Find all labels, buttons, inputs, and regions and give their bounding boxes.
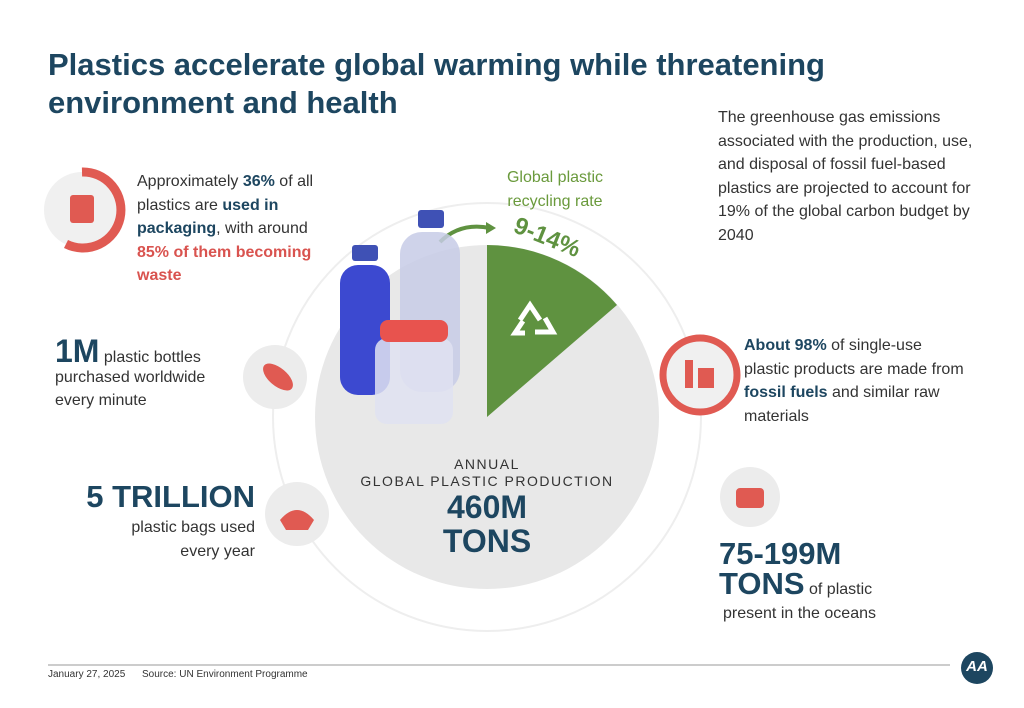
- production-value: 460M: [446, 489, 528, 525]
- recycle-icon: [510, 300, 558, 336]
- bags-block: 5 TRILLION plastic bags used every year: [40, 478, 255, 563]
- bottles-amount: 1M: [55, 333, 100, 369]
- arrow-head: [486, 222, 496, 234]
- production-label: ANNUAL GLOBAL PLASTIC PRODUCTION: [337, 456, 637, 490]
- emissions-text: The greenhouse gas emissions associated …: [718, 109, 973, 244]
- footer-date: January 27, 2025: [48, 669, 126, 680]
- bottles-block: 1M plastic bottles purchased worldwide e…: [55, 335, 235, 413]
- fossil-icon: [659, 334, 741, 416]
- text-segment: Approximately: [137, 173, 243, 190]
- bottles: [340, 210, 460, 424]
- bags-amount: 5 TRILLION: [86, 479, 255, 514]
- recycling-label: Global plastic recycling rate: [506, 169, 604, 210]
- text-segment: , with around: [216, 220, 308, 237]
- oceans-amount: 75-199M: [719, 536, 842, 571]
- bottles-rest: purchased worldwide every minute: [55, 368, 206, 410]
- ocean-shape: [736, 488, 764, 508]
- bag-shape: [280, 510, 314, 530]
- text-segment: of all plastics are: [137, 173, 314, 214]
- production-line1: ANNUAL: [454, 456, 520, 472]
- fossil-text: About 98% of single-use plastic products…: [744, 334, 969, 428]
- text-segment: 85% of them becoming waste: [137, 243, 312, 285]
- text-segment: 36%: [242, 173, 275, 190]
- oceans-rest: present in the oceans: [723, 604, 876, 622]
- production-line2: GLOBAL PLASTIC PRODUCTION: [360, 473, 614, 489]
- oceans-block: 75-199M TONS of plastic present in the o…: [719, 536, 969, 625]
- oceans-text: of plastic: [809, 581, 873, 598]
- text-segment: fossil fuels: [744, 384, 828, 401]
- text-segment: of single-use plastic products are made …: [744, 337, 964, 378]
- packaging-icon: [44, 167, 126, 253]
- bottles-text: plastic bottles: [103, 349, 201, 366]
- text-segment: and similar raw materials: [744, 384, 940, 425]
- production-unit: TONS: [442, 523, 532, 559]
- logo-badge: [961, 652, 993, 684]
- production-amount: 460M TONS: [337, 490, 637, 558]
- bags-text: plastic bags used every year: [131, 519, 255, 560]
- bottle-shape: [263, 363, 293, 391]
- text-segment: About 98%: [744, 337, 827, 354]
- oceans-unit: TONS: [719, 566, 805, 601]
- text-segment: used in packaging: [137, 196, 279, 238]
- packaging-text: Approximately 36% of all plastics are us…: [137, 170, 327, 288]
- outer-ring: [272, 202, 702, 632]
- footer-source: Source: UN Environment Programme: [142, 669, 308, 680]
- logo: AA: [966, 658, 988, 675]
- title: Plastics accelerate global warming while…: [48, 47, 825, 120]
